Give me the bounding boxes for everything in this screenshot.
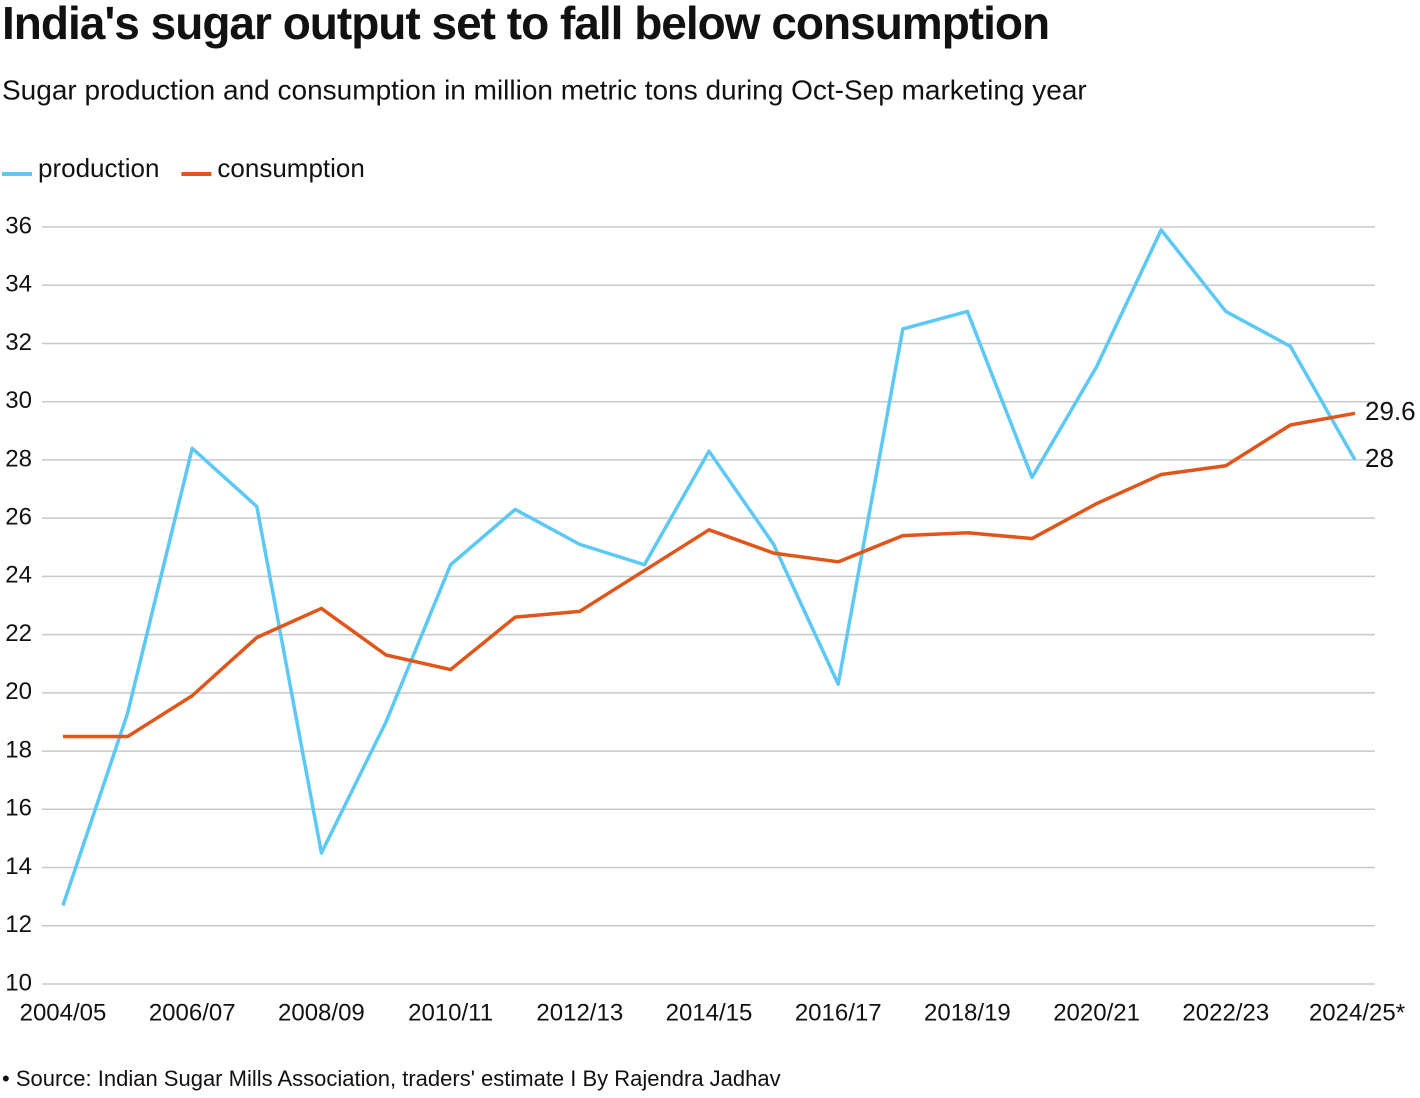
y-tick-label: 10 bbox=[5, 969, 32, 996]
y-tick-label: 16 bbox=[5, 795, 32, 822]
y-tick-label: 12 bbox=[5, 911, 32, 938]
legend-label: production bbox=[38, 153, 159, 183]
x-tick-label: 2004/05 bbox=[20, 999, 107, 1026]
y-tick-label: 36 bbox=[5, 212, 32, 239]
series-line bbox=[63, 411, 1356, 739]
x-tick-label: 2014/15 bbox=[666, 999, 753, 1026]
y-tick-label: 26 bbox=[5, 503, 32, 530]
end-label: 28 bbox=[1365, 443, 1394, 473]
y-tick-label: 28 bbox=[5, 445, 32, 472]
chart-title: India's sugar output set to fall below c… bbox=[2, 0, 1049, 49]
y-tick-label: 24 bbox=[5, 562, 32, 589]
x-tick-label: 2008/09 bbox=[278, 999, 365, 1026]
chart-subtitle: Sugar production and consumption in mill… bbox=[2, 74, 1087, 105]
x-tick-label: 2018/19 bbox=[924, 999, 1011, 1026]
y-tick-label: 22 bbox=[5, 620, 32, 647]
x-tick-label: 2010/11 bbox=[408, 999, 493, 1026]
source-note: • Source: Indian Sugar Mills Association… bbox=[2, 1066, 781, 1091]
series-line bbox=[61, 228, 1357, 906]
x-tick-label: 2006/07 bbox=[149, 999, 236, 1026]
y-tick-label: 34 bbox=[5, 271, 32, 298]
x-tick-label: 2016/17 bbox=[795, 999, 882, 1026]
y-tick-label: 30 bbox=[5, 387, 32, 414]
x-tick-label: 2022/23 bbox=[1182, 999, 1269, 1026]
x-tick-label: 2012/13 bbox=[536, 999, 623, 1026]
y-tick-label: 18 bbox=[5, 736, 32, 763]
x-tick-label: 2024/25* bbox=[1309, 999, 1405, 1026]
y-tick-label: 32 bbox=[5, 329, 32, 356]
legend-label: consumption bbox=[217, 153, 364, 183]
x-tick-label: 2020/21 bbox=[1053, 999, 1140, 1026]
y-tick-label: 14 bbox=[5, 853, 32, 880]
end-label: 29.6 bbox=[1365, 396, 1416, 426]
y-tick-label: 20 bbox=[5, 678, 32, 705]
